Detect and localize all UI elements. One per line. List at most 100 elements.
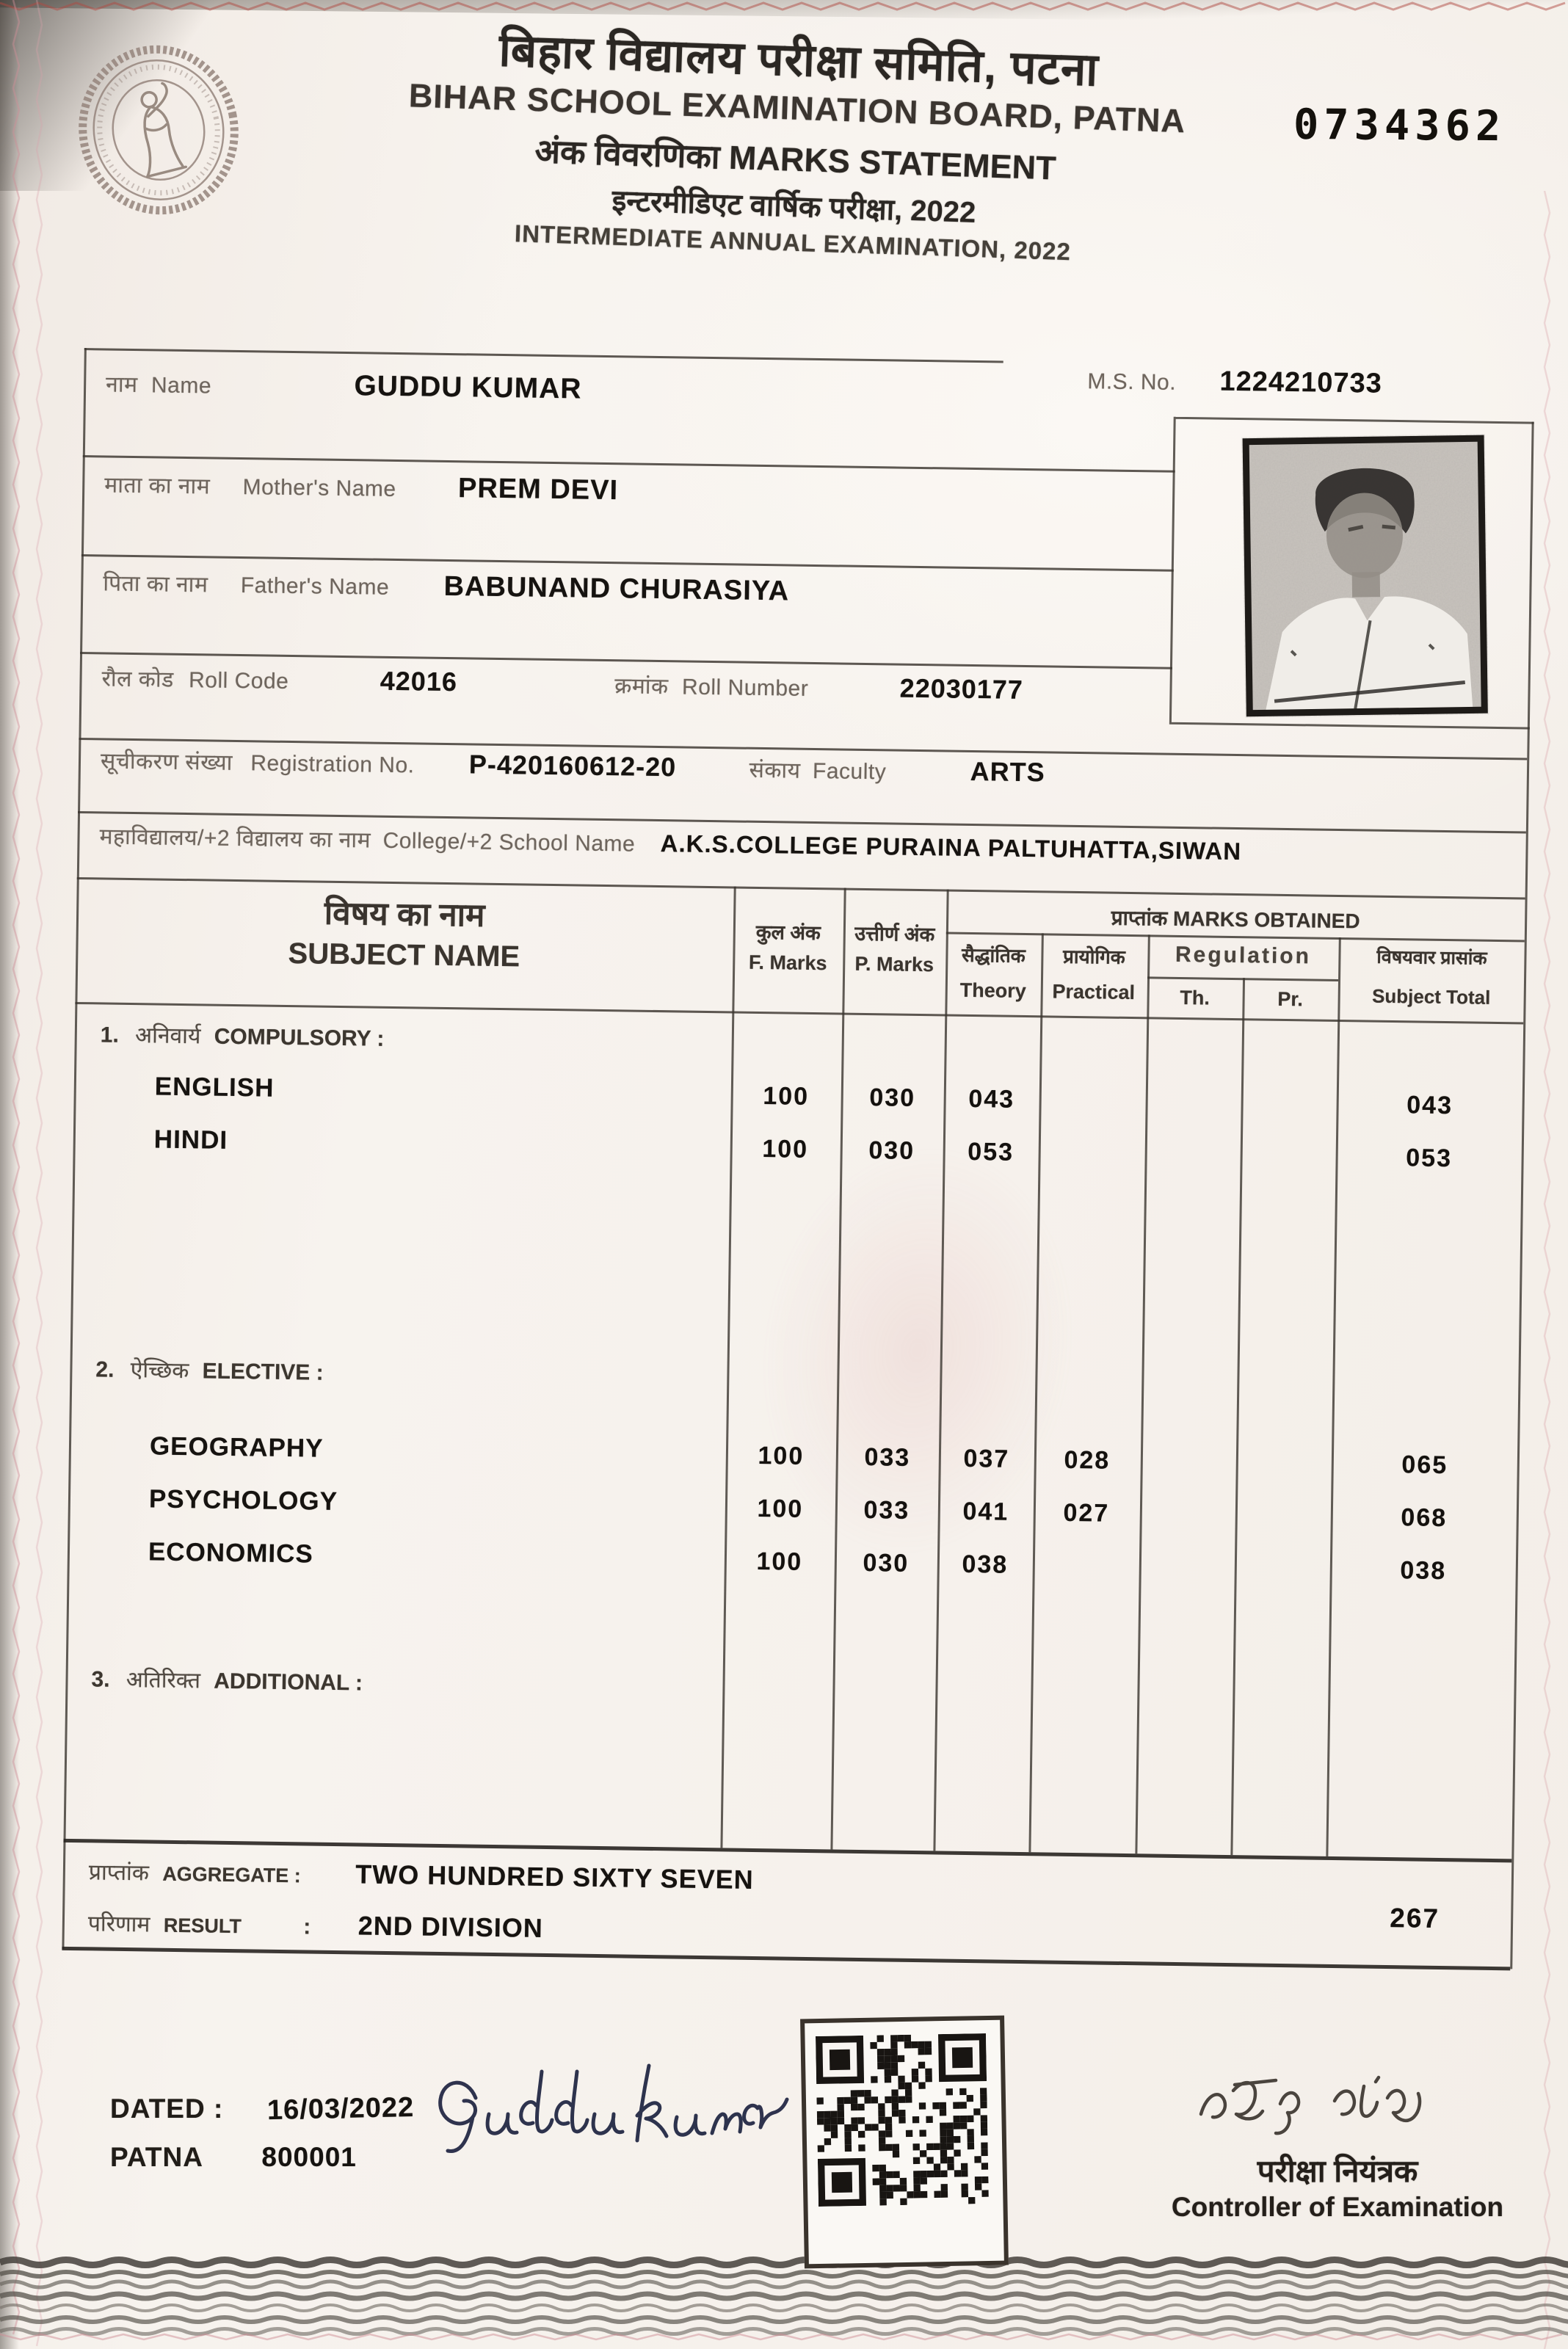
dated-row: DATED : 16/03/2022: [110, 2091, 415, 2127]
regulation-th-header: Th.: [1180, 986, 1211, 1009]
name-row: नाम Name GUDDU KUMAR: [106, 366, 582, 405]
serial-number: 0734362: [1293, 100, 1506, 151]
father-name-value: BABUNAND CHURASIYA: [443, 570, 790, 607]
subject-cell: PSYCHOLOGY: [148, 1484, 338, 1517]
registration-label-english: Registration No.: [250, 751, 415, 778]
student-photo: [1242, 435, 1488, 717]
subject-cell: ECONOMICS: [148, 1537, 314, 1569]
p-marks-header-hindi: उत्तीर्ण अंक: [854, 922, 935, 946]
p-marks-cell: 030: [863, 1549, 910, 1578]
subject-cell: GEOGRAPHY: [149, 1431, 324, 1463]
p-marks-header-english: P. Marks: [854, 952, 934, 976]
p-marks-cell: 030: [869, 1083, 916, 1112]
marks-obtained-header: प्राप्तांक MARKS OBTAINED: [1111, 906, 1360, 933]
qr-code-icon: [815, 2033, 989, 2207]
aggregate-label-english: AGGREGATE :: [162, 1862, 302, 1887]
father-name-row: पिता का नाम Father's Name BABUNAND CHURA…: [103, 566, 789, 607]
total-cell: 038: [1400, 1556, 1447, 1586]
regulation-pr-header: Pr.: [1277, 987, 1304, 1011]
section-compulsory: 1. अनिवार्य COMPULSORY :: [100, 1023, 385, 1051]
f-marks-cell: 100: [756, 1547, 803, 1576]
f-marks-cell: 100: [758, 1442, 805, 1470]
mother-label-english: Mother's Name: [242, 475, 396, 501]
total-cell: 068: [1401, 1503, 1448, 1533]
regulation-header: Regulation: [1175, 942, 1312, 969]
controller-title-hindi: परीक्षा नियंत्रक: [1257, 2154, 1418, 2188]
f-marks-header-hindi: कुल अंक: [755, 921, 821, 945]
ms-no-label: M.S. No.: [1087, 369, 1177, 395]
roll-code-label-hindi: रौल कोड: [101, 667, 174, 692]
roll-code-label-english: Roll Code: [188, 668, 289, 694]
subject-total-header-english: Subject Total: [1371, 984, 1491, 1009]
college-value: A.K.S.COLLEGE PURAINA PALTUHATTA,SIWAN: [660, 829, 1242, 865]
f-marks-cell: 100: [762, 1135, 809, 1163]
place-label: PATNA: [110, 2142, 203, 2172]
faculty-label-hindi: संकाय: [749, 758, 801, 783]
f-marks-cell: 100: [757, 1494, 804, 1523]
theory-header-hindi: सैद्धांतिक: [961, 943, 1026, 967]
roll-row: रौल कोड Roll Code 42016 क्रमांक Roll Num…: [101, 661, 1023, 705]
total-cell: 053: [1406, 1144, 1453, 1173]
college-label-hindi: महाविद्यालय/+2 विद्यालय का नाम: [99, 824, 371, 853]
table-top-line: [76, 876, 1525, 900]
pin-value: 800001: [261, 2142, 357, 2172]
faculty-value: ARTS: [970, 755, 1045, 788]
theory-header-english: Theory: [959, 979, 1026, 1003]
scan-corner-shadow: [0, 0, 220, 191]
left-zigzag-border: [12, 0, 21, 2335]
theory-cell: 038: [962, 1550, 1009, 1579]
name-label-hindi: नाम: [105, 372, 138, 398]
controller-signature-scribble: [1199, 2075, 1422, 2135]
col-line: [720, 886, 736, 1848]
dated-value: 16/03/2022: [266, 2091, 415, 2127]
form-top-line: [84, 348, 1003, 363]
father-label-hindi: पिता का नाम: [103, 571, 208, 598]
result-row: परिणाम RESULT : 2ND DIVISION: [88, 1906, 543, 1944]
f-marks-header-english: F. Marks: [748, 951, 827, 975]
registration-label-hindi: सूचीकरण संख्या: [100, 749, 233, 775]
student-name-value: GUDDU KUMAR: [354, 370, 582, 405]
subject-name-header-hindi: विषय का नाम: [324, 895, 485, 934]
aggregate-words: TWO HUNDRED SIXTY SEVEN: [355, 1859, 754, 1895]
scan-left-shadow: [0, 0, 19, 2349]
practical-header-english: Practical: [1052, 980, 1136, 1004]
p-marks-cell: 030: [868, 1136, 915, 1165]
subject-name-header-english: SUBJECT NAME: [288, 937, 520, 973]
section-elective: 2. ऐच्छिक ELECTIVE :: [95, 1357, 324, 1385]
college-label-english: College/+2 School Name: [382, 828, 636, 857]
result-colon: :: [303, 1914, 311, 1939]
section-additional: 3. अतिरिक्त ADDITIONAL :: [91, 1667, 363, 1696]
left-zigzag-border-2: [35, 0, 43, 2347]
roll-code-value: 42016: [380, 665, 458, 697]
practical-cell: 027: [1063, 1498, 1110, 1528]
total-cell: 065: [1401, 1451, 1448, 1480]
practical-cell: 028: [1064, 1445, 1111, 1475]
bottom-zigzag-border: [0, 2333, 1563, 2341]
total-cell: 043: [1407, 1091, 1453, 1120]
col-line: [1326, 937, 1341, 1856]
subject-cell: HINDI: [153, 1125, 228, 1155]
p-marks-cell: 033: [864, 1443, 911, 1472]
col-line: [830, 887, 846, 1850]
theory-cell: 037: [963, 1444, 1010, 1473]
theory-cell: 043: [968, 1084, 1015, 1114]
registration-value: P-420160612-20: [468, 749, 677, 783]
board-seal-icon: [79, 45, 239, 215]
aggregate-label-hindi: प्राप्तांक: [88, 1860, 150, 1886]
col-line: [1135, 934, 1150, 1854]
result-value: 2ND DIVISION: [357, 1910, 544, 1943]
col-line: [933, 889, 949, 1851]
roll-number-label-hindi: क्रमांक: [614, 674, 669, 700]
mother-label-hindi: माता का नाम: [104, 473, 211, 499]
dated-label: DATED :: [110, 2094, 224, 2124]
result-label-english: RESULT: [163, 1914, 242, 1938]
bottom-wave-band: [0, 2257, 1568, 2336]
result-label-hindi: परिणाम: [87, 1911, 150, 1937]
aggregate-value: 267: [1390, 1903, 1440, 1934]
practical-header-hindi: प्रायोगिक: [1062, 945, 1125, 968]
ms-no-value: 1224210733: [1219, 366, 1383, 399]
col-line: [1028, 933, 1044, 1853]
right-zigzag-border: [1543, 191, 1551, 2349]
table-border-left: [62, 348, 87, 1949]
